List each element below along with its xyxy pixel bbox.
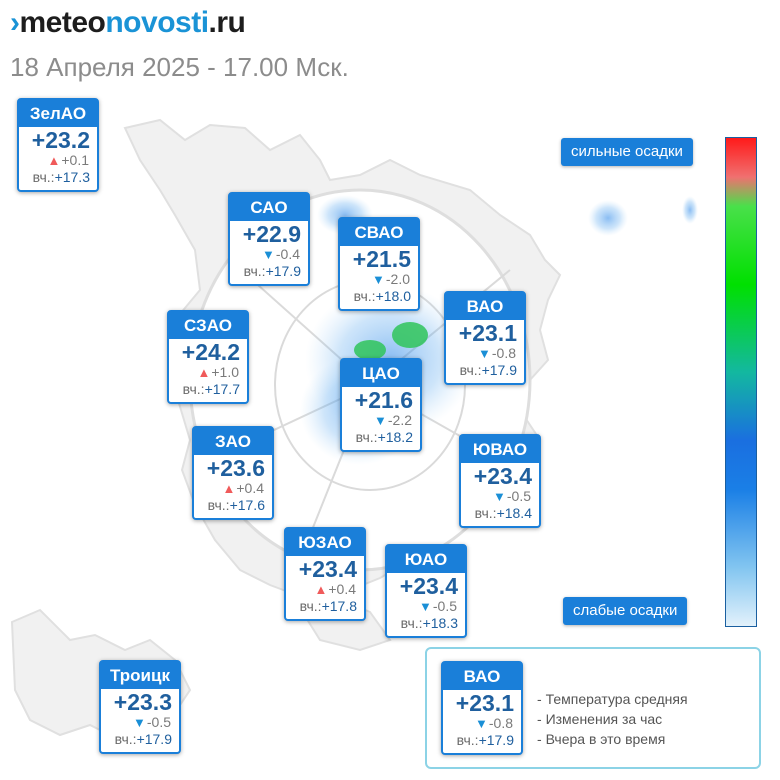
logo-mark: ›	[10, 6, 20, 39]
district-change: ▲+0.1	[47, 152, 89, 168]
district-name: ВАО	[443, 663, 521, 690]
district-change: ▼-0.5	[133, 714, 171, 730]
district-change: ▼-2.2	[374, 412, 412, 428]
district-card-yuvao: ЮВАО +23.4 ▼-0.5 вч.:+18.4	[459, 434, 541, 528]
legend-line-yesterday: Вчера в это время	[537, 729, 688, 749]
trend-down-icon: ▼	[419, 599, 432, 614]
legend-box: ВАО +23.1 ▼-0.8 вч.:+17.9 Температура ср…	[425, 647, 761, 769]
district-temperature: +23.4	[399, 573, 458, 599]
district-card-troitsk: Троицк +23.3 ▼-0.5 вч.:+17.9	[99, 660, 181, 754]
legend-sample-card: ВАО +23.1 ▼-0.8 вч.:+17.9	[441, 661, 523, 755]
trend-down-icon: ▼	[372, 272, 385, 287]
legend-line-change: Изменения за час	[537, 709, 688, 729]
district-temperature: +23.1	[455, 690, 514, 716]
logo-text-novosti: novosti	[105, 6, 209, 39]
district-name: СЗАО	[169, 312, 247, 339]
district-change: ▼-0.5	[493, 488, 531, 504]
precip-low-label: слабые осадки	[563, 597, 688, 625]
logo-text-tld: .ru	[208, 6, 246, 39]
district-name: Троицк	[101, 662, 179, 689]
district-name: САО	[230, 194, 308, 221]
district-temperature: +23.4	[473, 463, 532, 489]
district-change: ▼-0.8	[478, 345, 516, 361]
report-datetime: 18 Апреля 2025 - 17.00 Мск.	[10, 52, 349, 82]
district-yesterday: вч.:+17.9	[456, 732, 514, 748]
trend-down-icon: ▼	[374, 413, 387, 428]
district-yesterday: вч.:+17.9	[114, 731, 172, 747]
district-change: ▲+0.4	[222, 480, 264, 496]
district-card-svao: СВАО +21.5 ▼-2.0 вч.:+18.0	[338, 217, 420, 311]
district-yesterday: вч.:+17.6	[207, 497, 265, 513]
legend-explanations: Температура средняя Изменения за час Вче…	[537, 689, 688, 749]
district-name: ЗАО	[194, 428, 272, 455]
district-temperature: +23.4	[298, 556, 357, 582]
district-name: ЮВАО	[461, 436, 539, 463]
district-yesterday: вч.:+17.8	[299, 598, 357, 614]
district-yesterday: вч.:+18.0	[353, 288, 411, 304]
trend-up-icon: ▲	[314, 582, 328, 597]
trend-down-icon: ▼	[262, 247, 275, 262]
district-change: ▼-0.4	[262, 246, 300, 262]
district-yesterday: вч.:+17.9	[459, 362, 517, 378]
district-name: ЦАО	[342, 360, 420, 387]
trend-up-icon: ▲	[47, 153, 61, 168]
district-change: ▲+1.0	[197, 364, 239, 380]
district-temperature: +22.9	[242, 221, 301, 247]
district-yesterday: вч.:+17.3	[32, 169, 90, 185]
district-card-zao: ЗАО +23.6 ▲+0.4 вч.:+17.6	[192, 426, 274, 520]
district-change: ▼-0.8	[475, 715, 513, 731]
district-yesterday: вч.:+17.9	[243, 263, 301, 279]
district-yesterday: вч.:+18.2	[355, 429, 413, 445]
district-yesterday: вч.:+17.7	[182, 381, 240, 397]
precip-high-label: сильные осадки	[561, 138, 693, 166]
district-change: ▲+0.4	[314, 581, 356, 597]
district-card-zelao: ЗелАО +23.2 ▲+0.1 вч.:+17.3	[17, 98, 99, 192]
precip-color-scale	[725, 137, 757, 627]
district-temperature: +21.6	[354, 387, 413, 413]
trend-up-icon: ▲	[197, 365, 211, 380]
trend-down-icon: ▼	[133, 715, 146, 730]
district-temperature: +21.5	[352, 246, 411, 272]
trend-up-icon: ▲	[222, 481, 236, 496]
district-temperature: +23.6	[206, 455, 265, 481]
trend-down-icon: ▼	[493, 489, 506, 504]
district-temperature: +23.3	[113, 689, 172, 715]
district-temperature: +23.1	[458, 320, 517, 346]
district-card-yuao: ЮАО +23.4 ▼-0.5 вч.:+18.3	[385, 544, 467, 638]
district-name: ЮАО	[387, 546, 465, 573]
trend-down-icon: ▼	[478, 346, 491, 361]
district-card-yuzao: ЮЗАО +23.4 ▲+0.4 вч.:+17.8	[284, 527, 366, 621]
district-name: СВАО	[340, 219, 418, 246]
site-logo: ›meteonovosti.ru	[10, 6, 246, 40]
logo-text-meteo: meteo	[19, 6, 106, 39]
district-card-tsao: ЦАО +21.6 ▼-2.2 вч.:+18.2	[340, 358, 422, 452]
district-temperature: +23.2	[31, 127, 90, 153]
district-card-szao: СЗАО +24.2 ▲+1.0 вч.:+17.7	[167, 310, 249, 404]
district-card-vao: ВАО +23.1 ▼-0.8 вч.:+17.9	[444, 291, 526, 385]
district-yesterday: вч.:+18.3	[400, 615, 458, 631]
district-card-sao: САО +22.9 ▼-0.4 вч.:+17.9	[228, 192, 310, 286]
district-change: ▼-2.0	[372, 271, 410, 287]
district-name: ВАО	[446, 293, 524, 320]
district-change: ▼-0.5	[419, 598, 457, 614]
legend-line-temperature: Температура средняя	[537, 689, 688, 709]
district-name: ЮЗАО	[286, 529, 364, 556]
trend-down-icon: ▼	[475, 716, 488, 731]
district-name: ЗелАО	[19, 100, 97, 127]
district-temperature: +24.2	[181, 339, 240, 365]
district-yesterday: вч.:+18.4	[474, 505, 532, 521]
